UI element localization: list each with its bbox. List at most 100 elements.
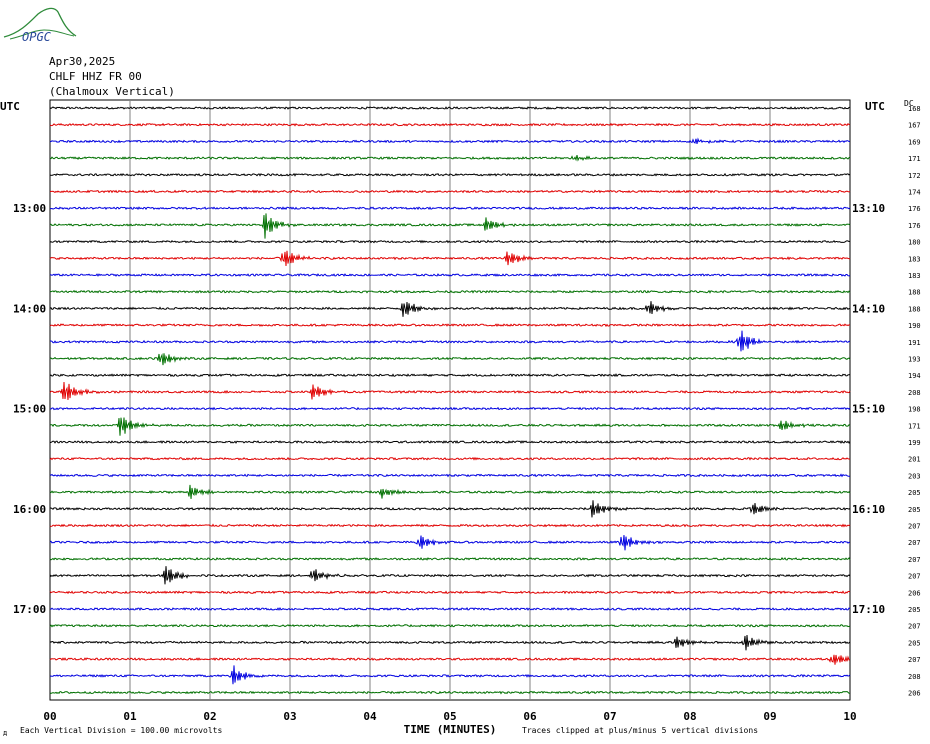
dc-offset-label: 169 [908,138,921,146]
seismic-trace [49,323,851,328]
seismic-trace [50,154,851,162]
seismic-trace [49,523,851,528]
seismic-trace [49,373,851,378]
x-tick-label: 04 [363,710,377,723]
dc-label: DC [904,99,914,108]
left-time-label: 13:00 [13,202,46,215]
dc-offset-label: 168 [908,105,921,113]
seismic-trace [49,590,851,595]
dc-offset-label: 190 [908,322,921,330]
x-tick-label: 03 [283,710,296,723]
x-tick-label: 06 [523,710,537,723]
x-tick-label: 09 [763,710,776,723]
right-time-label: 13:10 [852,202,885,215]
left-time-label: 16:00 [13,503,46,516]
seismic-trace [49,566,851,585]
dc-offset-label: 171 [908,422,921,430]
dc-offset-label: 188 [908,305,921,313]
seismic-trace [49,440,851,444]
seismic-trace [49,417,851,436]
seismic-trace [49,654,851,665]
seismic-trace [49,213,851,239]
dc-offset-label: 174 [908,189,921,197]
dc-offset-label: 180 [908,239,921,247]
dc-offset-label: 208 [908,389,921,397]
x-tick-label: 07 [603,710,616,723]
dc-offset-labels: 168 167 169 171 172 174 176 176 180 183 183 188 188 1… [908,105,921,698]
seismic-trace [49,556,851,561]
left-time-label: 15:00 [13,403,46,416]
dc-offset-label: 176 [908,222,921,230]
dc-offset-label: 207 [908,556,921,564]
right-timezone-label: UTC [865,100,885,113]
seismic-trace [50,330,851,352]
logo-text: OPGC [22,30,52,44]
x-tick-label: 00 [43,710,56,723]
seismic-trace [49,690,850,695]
dc-offset-label: 183 [908,255,921,263]
dc-offset-label: 207 [908,539,921,547]
seismic-trace [49,535,851,551]
dc-offset-label: 206 [908,589,921,597]
dc-offset-label: 191 [908,339,921,347]
dc-offset-label: 198 [908,406,921,414]
seismic-trace [49,239,851,244]
left-timezone-label: UTC [0,100,20,113]
dc-offset-label: 172 [908,172,921,180]
header-date: Apr30,2025 [49,55,115,68]
dc-offset-label: 171 [908,155,921,163]
seismic-trace [49,289,851,294]
corner-mark: д [3,729,7,737]
dc-offset-label: 203 [908,472,921,480]
dc-offset-label: 167 [908,122,921,130]
dc-offset-label: 206 [908,690,921,698]
seismic-trace [49,484,851,499]
x-tick-label: 05 [443,710,456,723]
seismic-trace [49,206,851,211]
seismic-trace [49,122,851,127]
dc-offset-label: 205 [908,489,921,497]
dc-offset-label: 205 [908,639,921,647]
dc-offset-label: 199 [908,439,921,447]
x-tick-labels: 00 01 02 03 04 05 06 07 08 09 10 [43,710,856,723]
seismic-trace [49,273,851,277]
seismic-trace [49,406,851,411]
dc-offset-label: 188 [908,289,921,297]
dc-offset-label: 183 [908,272,921,280]
vertical-gridlines [129,100,771,700]
right-time-label: 17:10 [852,603,885,616]
seismic-trace [49,353,851,366]
right-time-label: 16:10 [852,503,885,516]
seismic-trace [49,301,851,317]
seismic-trace [49,381,851,400]
seismic-traces [49,106,851,695]
header-location: (Chalmoux Vertical) [49,85,175,98]
clip-note: Traces clipped at plus/minus 5 vertical … [522,726,758,735]
x-tick-label: 01 [123,710,137,723]
dc-offset-label: 207 [908,523,921,531]
dc-offset-label: 201 [908,456,921,464]
x-tick-label: 10 [843,710,856,723]
dc-offset-label: 193 [908,356,921,364]
right-time-labels: 13:10 14:10 15:10 16:10 17:10 [852,202,885,616]
x-axis-label: TIME (MINUTES) [404,723,497,736]
seismic-trace [49,250,851,267]
seismic-trace [49,137,851,145]
seismic-trace [49,665,851,685]
opgc-logo: OPGC [3,7,77,44]
left-time-labels: 13:00 14:00 15:00 16:00 17:00 [13,202,46,616]
dc-offset-label: 176 [908,205,921,213]
dc-offset-label: 205 [908,506,921,514]
seismic-trace [49,106,851,110]
header-station: CHLF HHZ FR 00 [49,70,142,83]
dc-offset-label: 207 [908,656,921,664]
right-time-label: 15:10 [852,403,885,416]
dc-offset-label: 208 [908,673,921,681]
seismic-trace [49,189,851,194]
seismic-trace [49,500,851,518]
scale-note: Each Vertical Division = 100.00 microvol… [20,726,222,735]
dc-offset-label: 205 [908,606,921,614]
dc-offset-label: 207 [908,623,921,631]
x-tick-label: 02 [203,710,216,723]
